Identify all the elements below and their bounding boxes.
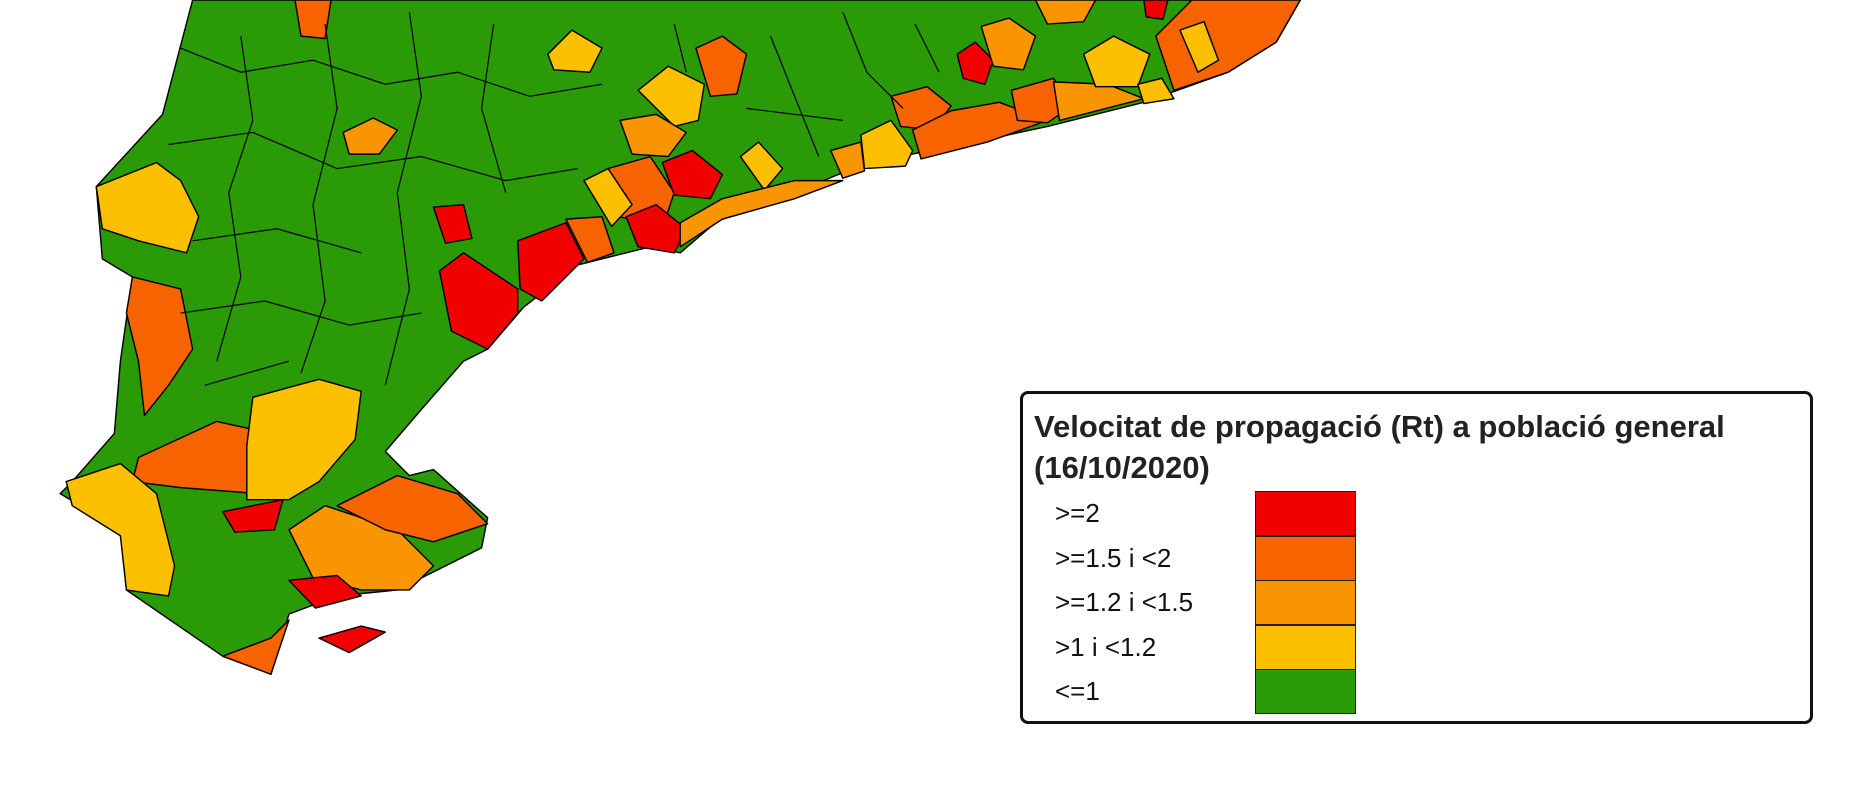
island [318,625,387,654]
region [661,149,724,200]
legend-label: >=2 [1055,498,1100,528]
region [1137,77,1175,105]
region [516,222,585,302]
region [637,65,706,128]
region [830,141,866,179]
legend-title: Velocitat de propagació (Rt) a població … [1034,409,1725,485]
region [342,117,399,155]
legend-item: >=2 [1023,491,1423,536]
legend: Velocitat de propagació (Rt) a població … [1020,391,1813,724]
region [1143,0,1169,20]
region [288,574,362,609]
legend-swatch [1255,535,1356,581]
legend-item: >1 i <1.2 [1023,624,1423,670]
region [222,498,284,533]
legend-label: >1 i <1.2 [1055,631,1157,662]
legend-label: <=1 [1055,676,1100,706]
legend-item: >=1.5 i <2 [1023,535,1423,581]
legend-swatch [1255,580,1356,625]
region [695,35,748,98]
legend-item: >=1.2 i <1.5 [1023,580,1423,625]
region [980,17,1037,71]
region [336,474,489,543]
region [619,113,688,158]
region [65,462,176,597]
region [222,619,290,675]
region [679,179,844,248]
region [125,276,194,417]
legend-swatch [1255,491,1356,536]
legend-swatch [1255,669,1356,714]
legend-label: >=1.5 i <2 [1055,542,1172,573]
region [246,378,362,501]
region [547,29,603,73]
region [294,0,332,40]
region [438,252,519,350]
region [565,215,615,264]
legend-label: >=1.2 i <1.5 [1055,587,1194,617]
region [1034,0,1097,25]
region [739,141,784,191]
legend-swatch [1255,624,1356,670]
legend-items: >=2 >=1.5 i <2 >=1.2 i <1.5 >1 i <1.2 <=1 [1023,491,1423,714]
region [95,161,200,254]
legend-item: <=1 [1023,669,1423,714]
region [956,41,995,86]
border [168,11,940,386]
regions [59,0,1302,675]
region [432,203,473,244]
region [1179,20,1220,73]
region [583,167,633,228]
region [1082,35,1151,88]
region [1155,0,1302,92]
